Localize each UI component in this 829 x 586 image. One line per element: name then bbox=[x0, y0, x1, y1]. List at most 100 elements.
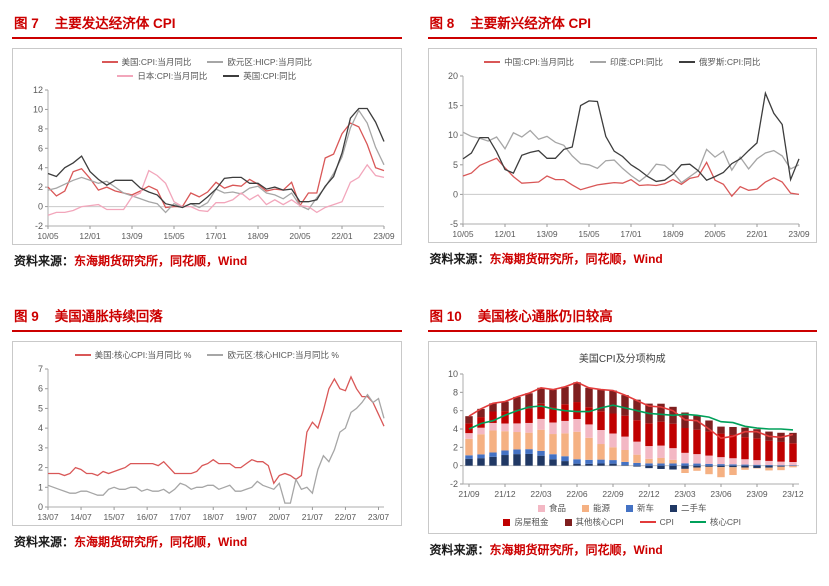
svg-text:21/07: 21/07 bbox=[302, 512, 324, 522]
source-label: 资料来源： bbox=[429, 543, 490, 557]
figure-7-legend: 美国:CPI:当月同比 欧元区:HICP:当月同比 日本:CPI:当月同比 英国:CP… bbox=[17, 56, 397, 82]
svg-text:0: 0 bbox=[453, 189, 458, 199]
legend-swatch bbox=[484, 61, 501, 63]
source-label: 资料来源： bbox=[14, 535, 75, 549]
legend-swatch bbox=[207, 61, 224, 63]
figure-8-legend: 中国:CPI:当月同比 印度:CPI:同比 俄罗斯:CPI:同比 bbox=[433, 56, 813, 68]
svg-text:23/09: 23/09 bbox=[747, 489, 769, 499]
figure-10-chart-title: 美国CPI及分项构成 bbox=[578, 354, 666, 365]
figure-8-title-bar: 图 8 主要新兴经济体 CPI bbox=[427, 10, 817, 39]
svg-text:-5: -5 bbox=[450, 219, 458, 229]
svg-text:5: 5 bbox=[38, 403, 43, 413]
legend-item: 美国:CPI:当月同比 bbox=[101, 56, 191, 68]
svg-text:17/01: 17/01 bbox=[621, 229, 643, 239]
svg-text:12/01: 12/01 bbox=[495, 229, 517, 239]
svg-text:14/07: 14/07 bbox=[70, 512, 92, 522]
figure-8-source-line: 资料来源：东海期货研究所，同花顺，Wind bbox=[428, 250, 818, 267]
svg-text:21/09: 21/09 bbox=[459, 489, 481, 499]
source-value: 东海期货研究所，同花顺，Wind bbox=[489, 252, 663, 266]
svg-text:8: 8 bbox=[38, 124, 43, 134]
svg-text:16/07: 16/07 bbox=[136, 512, 158, 522]
svg-text:12/01: 12/01 bbox=[79, 231, 101, 241]
svg-text:20/05: 20/05 bbox=[289, 231, 311, 241]
svg-text:12: 12 bbox=[33, 85, 43, 95]
legend-swatch bbox=[678, 61, 695, 63]
svg-text:23/07: 23/07 bbox=[368, 512, 390, 522]
svg-text:15/07: 15/07 bbox=[103, 512, 125, 522]
charts-grid: 图 7 主要发达经济体 CPI 美国:CPI:当月同比 欧元区:HICP:当月同比日… bbox=[12, 10, 818, 558]
figure-10-label: 图 10 bbox=[429, 309, 462, 324]
legend-swatch bbox=[117, 75, 134, 77]
svg-text:18/07: 18/07 bbox=[202, 512, 224, 522]
legend-swatch bbox=[626, 504, 633, 512]
svg-text:3: 3 bbox=[38, 443, 43, 453]
svg-text:22/12: 22/12 bbox=[639, 489, 661, 499]
svg-text:10/05: 10/05 bbox=[37, 231, 59, 241]
svg-text:4: 4 bbox=[38, 163, 43, 173]
svg-text:22/06: 22/06 bbox=[567, 489, 589, 499]
figure-7-source-line: 资料来源：东海期货研究所，同花顺，Wind bbox=[12, 252, 402, 269]
svg-text:19/07: 19/07 bbox=[235, 512, 257, 522]
source-label: 资料来源： bbox=[14, 254, 75, 268]
svg-text:2: 2 bbox=[38, 182, 43, 192]
figure-7-title-bar: 图 7 主要发达经济体 CPI bbox=[12, 10, 402, 39]
svg-text:20: 20 bbox=[448, 71, 458, 81]
legend-item: 印度:CPI:同比 bbox=[590, 56, 663, 68]
svg-text:10: 10 bbox=[448, 130, 458, 140]
figure-9-source-line: 资料来源：东海期货研究所，同花顺，Wind bbox=[12, 533, 402, 550]
legend-item: CPI bbox=[639, 517, 674, 527]
figure-8-label: 图 8 bbox=[429, 16, 455, 31]
panel-figure-10: 图 10 美国核心通胀仍旧较高 美国CPI及分项构成 -2 0 2 4 6 8 10 21/09… bbox=[427, 303, 818, 558]
legend-swatch bbox=[689, 521, 706, 523]
figure-8-heading: 主要新兴经济体 CPI bbox=[470, 16, 592, 31]
svg-text:22/03: 22/03 bbox=[531, 489, 553, 499]
figure-7-heading: 主要发达经济体 CPI bbox=[54, 16, 176, 31]
legend-swatch bbox=[537, 504, 545, 512]
svg-text:0: 0 bbox=[38, 502, 43, 512]
figure-9-title-bar: 图 9 美国通胀持续回落 bbox=[12, 303, 402, 332]
svg-text:15/05: 15/05 bbox=[579, 229, 601, 239]
panel-figure-7: 图 7 主要发达经济体 CPI 美国:CPI:当月同比 欧元区:HICP:当月同比日… bbox=[12, 10, 402, 269]
legend-swatch bbox=[639, 521, 656, 523]
svg-text:-2: -2 bbox=[450, 479, 458, 489]
legend-swatch bbox=[101, 61, 118, 63]
legend-swatch bbox=[590, 61, 607, 63]
svg-text:22/01: 22/01 bbox=[331, 231, 353, 241]
svg-text:18/09: 18/09 bbox=[247, 231, 269, 241]
svg-text:20/07: 20/07 bbox=[268, 512, 290, 522]
legend-item: 房屋租金 bbox=[503, 516, 549, 528]
figure-9-label: 图 9 bbox=[14, 309, 39, 324]
svg-text:6: 6 bbox=[38, 384, 43, 394]
legend-swatch bbox=[223, 75, 240, 77]
svg-text:17/07: 17/07 bbox=[169, 512, 191, 522]
svg-text:17/01: 17/01 bbox=[205, 231, 227, 241]
figure-7-line-chart: -2 0 2 4 6 8 10 12 10/05 12/01 13/09 15/05 17/01 18/0… bbox=[33, 85, 395, 241]
svg-text:23/06: 23/06 bbox=[711, 489, 733, 499]
legend-item: 核心CPI bbox=[689, 516, 741, 528]
figure-10-source-line: 资料来源：东海期货研究所，同花顺，Wind bbox=[428, 541, 818, 558]
svg-text:22/09: 22/09 bbox=[603, 489, 625, 499]
svg-text:23/03: 23/03 bbox=[675, 489, 697, 499]
svg-text:4: 4 bbox=[38, 423, 43, 433]
svg-text:10/05: 10/05 bbox=[453, 229, 475, 239]
legend-item: 中国:CPI:当月同比 bbox=[484, 56, 574, 68]
svg-text:10: 10 bbox=[33, 104, 43, 114]
svg-text:23/09: 23/09 bbox=[789, 229, 811, 239]
figure-7-chart-box: 美国:CPI:当月同比 欧元区:HICP:当月同比 日本:CPI:当月同比 英国:CP… bbox=[12, 48, 402, 245]
svg-text:2: 2 bbox=[38, 463, 43, 473]
svg-text:13/09: 13/09 bbox=[537, 229, 559, 239]
legend-item: 欧元区:HICP:当月同比 bbox=[207, 56, 312, 68]
figure-7-label: 图 7 bbox=[14, 16, 39, 31]
figure-10-legend: 食品 能源 新车 二手车 房屋租金 其他核心CPI CPI 核心CPI bbox=[433, 502, 813, 528]
svg-text:6: 6 bbox=[38, 143, 43, 153]
legend-item: 其他核心CPI bbox=[564, 516, 624, 528]
legend-item: 能源 bbox=[581, 502, 610, 514]
legend-swatch bbox=[207, 354, 224, 356]
legend-swatch bbox=[564, 518, 572, 526]
legend-item: 俄罗斯:CPI:同比 bbox=[678, 56, 760, 68]
svg-text:15/05: 15/05 bbox=[163, 231, 185, 241]
svg-text:18/09: 18/09 bbox=[663, 229, 685, 239]
svg-text:21/12: 21/12 bbox=[495, 489, 517, 499]
svg-text:23/12: 23/12 bbox=[783, 489, 805, 499]
legend-item: 食品 bbox=[537, 502, 566, 514]
